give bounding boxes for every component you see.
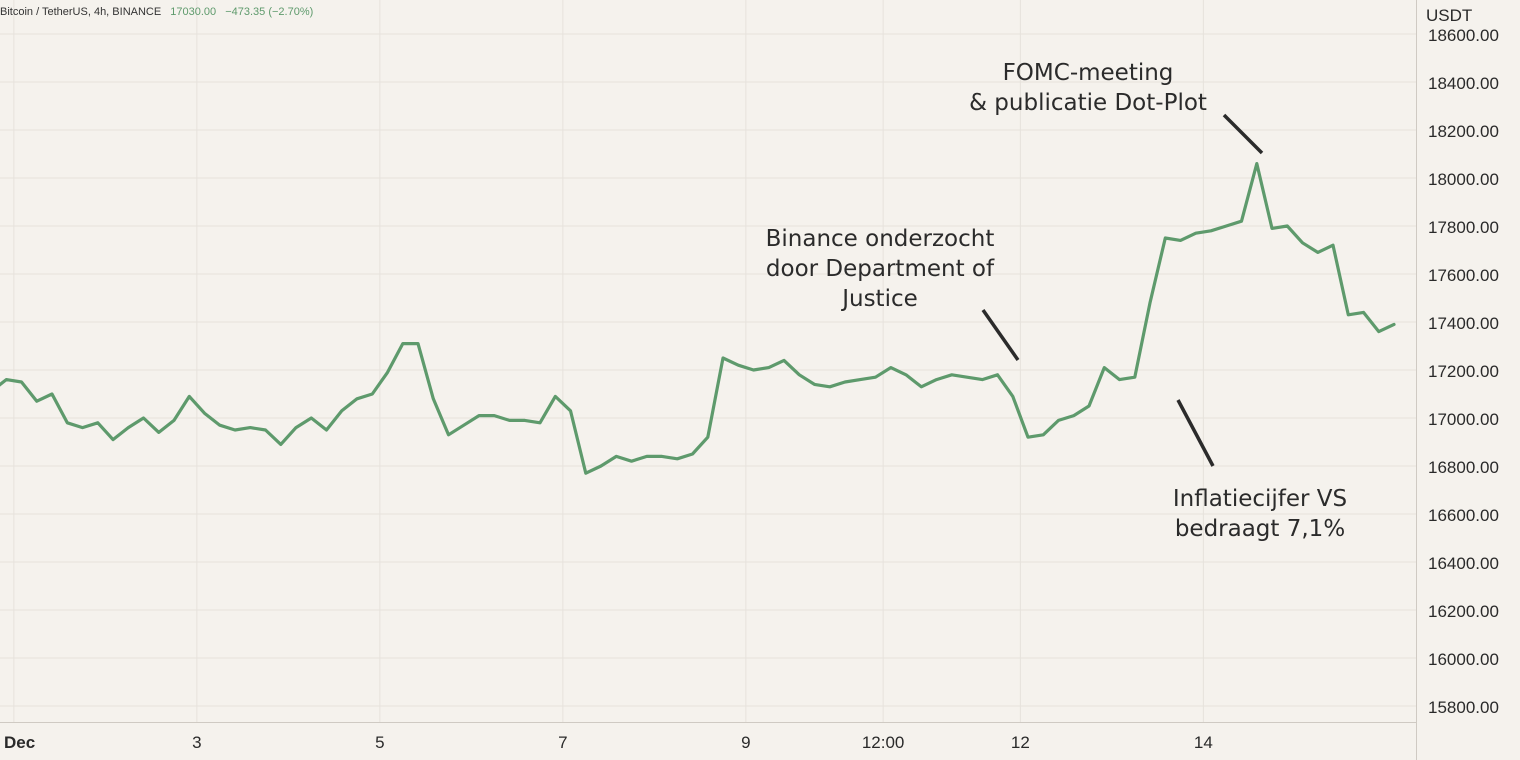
grid-lines: [0, 0, 1416, 722]
y-tick-label[interactable]: 16000.00: [1428, 650, 1499, 669]
price-change: −473.35 (−2.70%): [225, 6, 314, 18]
y-axis-unit[interactable]: USDT: [1426, 6, 1473, 25]
binance-pointer-line: [981, 308, 1020, 362]
y-tick-label[interactable]: 17000.00: [1428, 410, 1499, 429]
x-tick-label[interactable]: 5: [375, 733, 384, 752]
annotation-fomc: FOMC-meeting & publicatie Dot-Plot: [969, 60, 1207, 116]
x-tick-label[interactable]: 14: [1194, 733, 1213, 752]
y-tick-label[interactable]: 16800.00: [1428, 458, 1499, 477]
y-tick-label[interactable]: 17400.00: [1428, 314, 1499, 333]
x-tick-label[interactable]: 9: [741, 733, 750, 752]
x-axis-ticks[interactable]: Dec 3 5 7 9 12:00 12 14: [4, 733, 1213, 752]
y-axis-ticks[interactable]: 15800.00 16000.00 16200.00 16400.00 16600.00…: [1428, 26, 1499, 717]
y-tick-label[interactable]: 18000.00: [1428, 170, 1499, 189]
fomc-pointer-line: [1222, 113, 1264, 155]
price-line-layer[interactable]: [0, 162, 1396, 475]
y-tick-label[interactable]: 16200.00: [1428, 602, 1499, 621]
symbol-legend: Bitcoin / TetherUS, 4h, BINANCE 17030.00…: [0, 6, 313, 18]
last-price: 17030.00: [170, 6, 217, 18]
axes: [0, 0, 1417, 760]
y-tick-label[interactable]: 18200.00: [1428, 122, 1499, 141]
x-tick-label[interactable]: Dec: [4, 733, 35, 752]
inflation-pointer-line: [1176, 399, 1215, 467]
x-tick-label[interactable]: 7: [558, 733, 567, 752]
y-tick-label[interactable]: 18400.00: [1428, 74, 1499, 93]
annotation-binance: Binance onderzocht door Department of Ju…: [765, 226, 995, 312]
symbol-text: Bitcoin / TetherUS, 4h, BINANCE: [0, 6, 162, 18]
price-line[interactable]: [0, 162, 1396, 475]
y-tick-label[interactable]: 17600.00: [1428, 266, 1499, 285]
annotation-pointers: [981, 113, 1264, 467]
y-tick-label[interactable]: 16400.00: [1428, 554, 1499, 573]
x-tick-label[interactable]: 12:00: [862, 733, 905, 752]
y-tick-label[interactable]: 17800.00: [1428, 218, 1499, 237]
x-tick-label[interactable]: 12: [1011, 733, 1030, 752]
y-tick-label[interactable]: 16600.00: [1428, 506, 1499, 525]
y-tick-label[interactable]: 17200.00: [1428, 362, 1499, 381]
y-tick-label[interactable]: 15800.00: [1428, 698, 1499, 717]
annotation-inflation: Inflatiecijfer VS bedraagt 7,1%: [1172, 486, 1348, 542]
x-tick-label[interactable]: 3: [192, 733, 201, 752]
y-tick-label[interactable]: 18600.00: [1428, 26, 1499, 45]
